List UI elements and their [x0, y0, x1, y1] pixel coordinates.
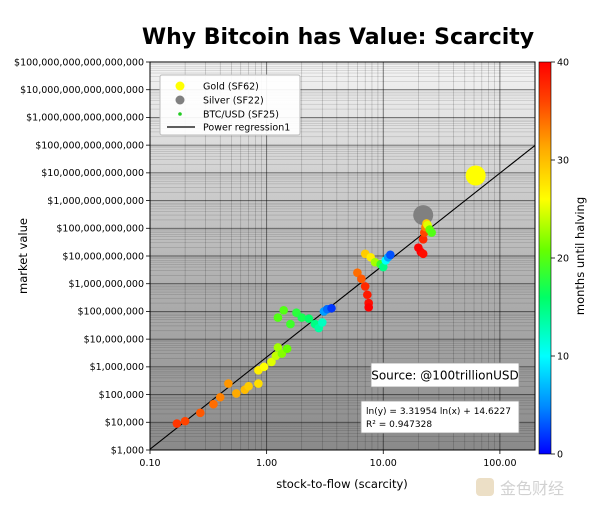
btc-point [418, 249, 428, 259]
regression-line [150, 145, 535, 450]
y-tick-label: $1,000,000 [90, 362, 144, 373]
regression-line-group [150, 145, 535, 450]
colorbar-gradient [538, 61, 552, 455]
btc-point [297, 313, 307, 322]
btc-point [273, 343, 283, 352]
x-axis-ticks: 0.10 1.00 10.00 100.00 [139, 450, 517, 469]
legend-box [159, 74, 301, 136]
legend-gold-marker [175, 81, 185, 91]
y-tick-label: $100,000,000,000 [56, 224, 144, 235]
btc-point [363, 290, 372, 300]
source-box-bg [370, 362, 520, 388]
y-tick-label: $10,000,000,000 [62, 251, 144, 262]
btc-point [273, 313, 283, 322]
legend-regression-label: Power regression1 [203, 123, 290, 134]
source-box: Source: @100trillionUSD [370, 362, 520, 388]
btc-point [282, 344, 292, 354]
y-tick-label: $10,000 [105, 418, 144, 429]
btc-point [215, 392, 225, 402]
btc-point [386, 250, 395, 260]
legend-silver-label: Silver (SF22) [203, 96, 264, 107]
btc-point [279, 305, 288, 315]
btc-point [180, 416, 190, 426]
btc-point [254, 379, 263, 388]
btc-point [224, 379, 233, 388]
equation-box: ln(y) = 3.31954 ln(x) + 14.6227 R² = 0.9… [360, 400, 520, 434]
btc-point [353, 268, 362, 277]
btc-point [304, 314, 314, 323]
y-tick-label: $1,000,000,000,000 [47, 196, 144, 207]
btc-point [418, 235, 428, 244]
y-tick-label: $100,000,000 [78, 307, 144, 318]
y-tick-label: $100,000 [99, 390, 144, 401]
colorbar-label: months until halving [573, 197, 587, 315]
btc-point [259, 362, 269, 372]
btc-point [286, 319, 295, 329]
x-tick-label: 10.00 [370, 458, 397, 469]
btc-point [360, 282, 370, 291]
btc-point [378, 262, 388, 272]
y-tick-label: $10,000,000,000,000,000 [20, 85, 144, 96]
y-tick-label: $100,000,000,000,000 [35, 140, 144, 151]
btc-point [196, 408, 205, 418]
btc-point [427, 228, 436, 237]
colorbar-tick-label: 40 [557, 57, 569, 68]
colorbar-ticks: 0 10 20 30 40 [551, 57, 569, 460]
watermark: 金色财经 [476, 478, 564, 498]
btc-point [364, 303, 373, 312]
legend-btc-label: BTC/USD (SF25) [203, 110, 279, 121]
x-tick-label: 0.10 [139, 458, 160, 469]
btc-point [232, 389, 241, 398]
legend: Gold (SF62) Silver (SF22) BTC/USD (SF25)… [159, 74, 301, 136]
y-tick-label: $100,000,000,000,000,000 [14, 57, 144, 68]
regression-r2: R² = 0.947328 [366, 420, 432, 430]
colorbar: 0 10 20 30 40 months until halving [538, 57, 587, 460]
colorbar-tick-label: 30 [557, 155, 569, 166]
btc-point [244, 381, 253, 391]
regression-equation: ln(y) = 3.31954 ln(x) + 14.6227 [366, 407, 511, 417]
y-tick-label: $1,000 [111, 445, 144, 456]
gold-point [465, 165, 486, 186]
y-tick-label: $1,000,000,000 [68, 279, 144, 290]
x-tick-label: 100.00 [483, 458, 516, 469]
chart-title: Why Bitcoin has Value: Scarcity [142, 25, 534, 50]
colorbar-tick-label: 10 [557, 351, 569, 362]
data-points [172, 165, 486, 428]
colorbar-tick-label: 0 [557, 449, 563, 460]
btc-point [317, 318, 327, 327]
btc-point [357, 274, 366, 284]
source-text: Source: @100trillionUSD [371, 369, 519, 383]
legend-btc-marker [178, 112, 182, 116]
x-tick-label: 1.00 [256, 458, 277, 469]
btc-point [209, 399, 218, 409]
btc-point [267, 357, 276, 367]
y-axis-label: market value [16, 218, 30, 294]
y-axis-ticks: $1,000 $10,000 $100,000 $1,000,000 $10,000,0… [14, 57, 150, 456]
watermark-logo-icon [476, 478, 494, 496]
equation-box-bg [360, 400, 520, 434]
btc-point [327, 303, 336, 313]
btc-point [172, 419, 182, 428]
y-tick-label: $10,000,000 [84, 334, 144, 345]
legend-silver-marker [175, 95, 185, 105]
legend-gold-label: Gold (SF62) [203, 82, 259, 93]
y-tick-label: $1,000,000,000,000,000 [26, 113, 144, 124]
y-tick-label: $10,000,000,000,000 [41, 168, 144, 179]
x-axis-label: stock-to-flow (scarcity) [276, 477, 408, 491]
watermark-text: 金色财经 [500, 479, 564, 498]
colorbar-tick-label: 20 [557, 253, 569, 264]
